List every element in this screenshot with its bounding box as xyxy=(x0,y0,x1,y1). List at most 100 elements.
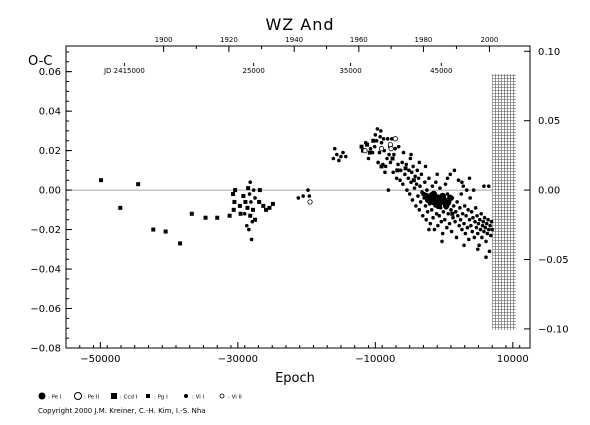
point-vi-i-20 xyxy=(343,154,348,159)
year-tick-label-2: 1940 xyxy=(285,36,303,44)
point-pg-i-0 xyxy=(99,178,104,183)
legend-label-5: : Vi II xyxy=(228,395,242,401)
point-vi-i-152 xyxy=(471,215,475,220)
point-pg-i-14 xyxy=(237,203,242,208)
point-vi-i-179 xyxy=(489,219,494,224)
point-vi-i-72 xyxy=(415,168,420,173)
jd-labels: JD 2415000 25000 35000 45000 xyxy=(103,63,452,75)
point-vi-i-136 xyxy=(460,227,464,232)
point-pg-i-31 xyxy=(365,142,370,147)
point-pg-i-10 xyxy=(231,192,236,197)
point-vi-i-129 xyxy=(455,200,459,204)
chart-title: WZ And xyxy=(265,15,334,34)
point-pg-i-5 xyxy=(178,241,183,246)
point-vi-i-145 xyxy=(466,208,470,212)
point-vi-i-104 xyxy=(438,186,442,190)
y-tick-label-6: −0.06 xyxy=(30,304,61,315)
point-vi-i-78 xyxy=(419,172,424,177)
point-vi-i-2 xyxy=(247,227,251,232)
point-vi-i-138 xyxy=(461,184,466,188)
right-tick-label-1: 0.05 xyxy=(538,116,560,127)
point-vi-i-98 xyxy=(434,180,438,184)
point-vi-i-83 xyxy=(423,204,428,208)
point-vi-i-132 xyxy=(457,223,461,228)
point-vi-i-186 xyxy=(460,180,464,184)
point-vi-i-143 xyxy=(464,188,469,192)
point-pg-i-12 xyxy=(232,199,237,204)
point-vi-i-40 xyxy=(385,136,390,141)
point-vi-i-22 xyxy=(366,156,371,161)
jd-label-2: 35000 xyxy=(339,67,361,75)
point-pg-i-8 xyxy=(215,215,220,220)
point-vi-i-137 xyxy=(460,211,465,216)
point-pg-i-25 xyxy=(261,203,266,208)
x-tick-label-3: 10000 xyxy=(497,354,529,365)
point-vi-i-189 xyxy=(486,184,491,188)
point-vi-i-173 xyxy=(485,231,490,236)
point-vi-i-183 xyxy=(423,164,428,169)
x-axis-title: Epoch xyxy=(275,371,315,386)
y-tick-label-4: −0.02 xyxy=(30,225,61,236)
point-vi-i-35 xyxy=(381,136,386,141)
point-vi-i-160 xyxy=(476,221,481,226)
point-pg-i-7 xyxy=(203,215,208,220)
point-vi-i-57 xyxy=(403,172,407,177)
point-vi-i-69 xyxy=(413,174,418,179)
point-vi-i-0 xyxy=(242,211,247,216)
point-vi-i-130 xyxy=(456,213,460,218)
point-vi-i-170 xyxy=(483,225,488,230)
point-vi-i-41 xyxy=(386,188,391,192)
point-vi-i-10 xyxy=(296,196,301,200)
point-vi-i-44 xyxy=(388,160,393,165)
hatched-region xyxy=(492,74,516,330)
year-tick-label-0: 1900 xyxy=(155,36,173,44)
point-pe-ii-0 xyxy=(307,199,313,205)
legend-symbol-2 xyxy=(111,393,117,399)
point-vi-i-21 xyxy=(363,140,368,145)
right-tick-label-4: −0.10 xyxy=(538,324,569,335)
point-vi-i-127 xyxy=(453,210,458,214)
point-vi-i-184 xyxy=(435,172,440,177)
point-vi-i-13 xyxy=(307,194,312,198)
point-vi-i-73 xyxy=(416,194,420,198)
point-vi-i-75 xyxy=(417,208,422,212)
point-vi-i-63 xyxy=(408,156,413,161)
y-tick-label-0: 0.06 xyxy=(39,67,61,78)
point-pg-i-9 xyxy=(227,213,232,218)
point-pg-i-21 xyxy=(250,207,255,212)
point-pg-i-23 xyxy=(257,199,262,204)
point-vi-i-156 xyxy=(473,206,478,210)
point-vi-i-86 xyxy=(425,210,430,214)
point-vi-i-148 xyxy=(468,196,472,200)
point-vi-i-79 xyxy=(420,190,424,194)
point-vi-i-76 xyxy=(418,184,422,188)
point-vi-i-68 xyxy=(412,186,417,190)
point-vi-i-33 xyxy=(379,140,384,145)
point-vi-i-92 xyxy=(429,208,434,212)
point-pg-i-38 xyxy=(411,178,416,183)
point-pg-i-37 xyxy=(403,166,408,171)
point-vi-i-93 xyxy=(430,184,435,188)
y-axis-ticks: 0.06 0.04 0.02 0.00 −0.02 −0.04 −0.06 −0.08 xyxy=(30,51,72,355)
point-vi-i-60 xyxy=(406,176,411,181)
legend-symbol-1 xyxy=(74,392,82,400)
point-vi-i-47 xyxy=(392,152,396,157)
point-vi-i-154 xyxy=(472,235,477,240)
point-vi-i-74 xyxy=(416,176,421,181)
x-tick-label-0: −50000 xyxy=(80,354,120,365)
point-vi-i-144 xyxy=(465,225,470,230)
point-vi-i-15 xyxy=(332,146,337,151)
point-vi-i-65 xyxy=(409,170,414,175)
point-vi-i-181 xyxy=(409,152,413,157)
point-vi-i-126 xyxy=(453,219,457,224)
point-vi-i-118 xyxy=(447,221,452,226)
point-pg-i-26 xyxy=(264,207,269,212)
point-vi-i-26 xyxy=(373,133,378,137)
point-vi-i-187 xyxy=(467,176,472,181)
point-vi-i-177 xyxy=(488,223,492,228)
point-vi-i-124 xyxy=(451,204,456,208)
legend-symbol-5 xyxy=(219,393,225,399)
point-vi-i-161 xyxy=(477,243,481,248)
point-vi-i-180 xyxy=(490,227,494,232)
